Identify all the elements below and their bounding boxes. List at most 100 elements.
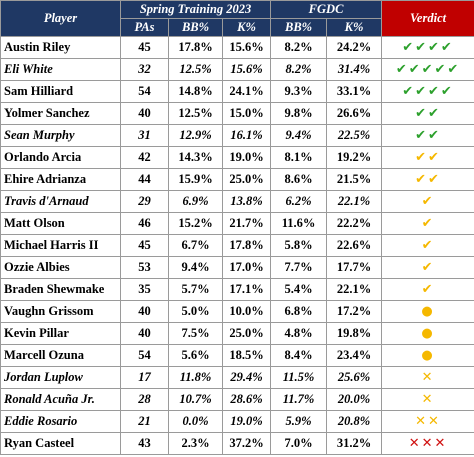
header-cell: Player [0,0,121,37]
player-name: Ronald Acuña Jr. [0,388,121,411]
stat-cell: 21.5% [326,168,383,191]
stat-cell: 6.9% [168,190,223,213]
verdict-cell: ✔✔ [381,146,474,169]
verdict-cell: ✔✔ [381,124,474,147]
stat-cell: 32 [120,58,169,81]
player-name: Vaughn Grissom [0,300,121,323]
stat-cell: 17.1% [221,278,272,301]
stat-cell: 25.6% [326,366,383,389]
player-name: Yolmer Sanchez [0,102,121,125]
stat-cell: 10.0% [221,300,272,323]
stat-cell: 9.8% [270,102,328,125]
stat-cell: 14.8% [168,80,223,103]
stat-cell: 22.1% [326,278,383,301]
stat-cell: 16.1% [221,124,272,147]
stat-cell: 18.5% [221,344,272,367]
table-row: Eddie Rosario 21 0.0% 19.0% 5.9% 20.8% ✕✕ [0,410,474,433]
stat-cell: 20.0% [326,388,383,411]
stat-cell: 11.8% [168,366,223,389]
stat-cell: 9.4% [270,124,328,147]
table-row: Vaughn Grissom 40 5.0% 10.0% 6.8% 17.2% ● [0,300,474,323]
header-cell: PAs [120,18,169,37]
verdict-cell: ● [381,322,474,345]
stat-cell: 5.4% [270,278,328,301]
player-name: Marcell Ozuna [0,344,121,367]
stat-cell: 6.7% [168,234,223,257]
stat-cell: 9.4% [168,256,223,279]
stat-cell: 11.6% [270,212,328,235]
verdict-cell: ✔ [381,234,474,257]
stat-cell: 29 [120,190,169,213]
verdict-cell: ● [381,344,474,367]
stat-cell: 23.4% [326,344,383,367]
table-row: Michael Harris II 45 6.7% 17.8% 5.8% 22.6% ✔ [0,234,474,257]
table-body: Austin Riley 45 17.8% 15.6% 8.2% 24.2% ✔✔✔✔ Eli… [0,36,474,455]
stat-cell: 17.0% [221,256,272,279]
stat-cell: 19.8% [326,322,383,345]
table-row: Marcell Ozuna 54 5.6% 18.5% 8.4% 23.4% ● [0,344,474,367]
player-name: Michael Harris II [0,234,121,257]
table-row: Ronald Acuña Jr. 28 10.7% 28.6% 11.7% 20.0% ✕ [0,388,474,411]
stat-cell: 10.7% [168,388,223,411]
stat-cell: 8.2% [270,36,328,59]
player-name: Ozzie Albies [0,256,121,279]
stat-cell: 8.2% [270,58,328,81]
stat-cell: 5.0% [168,300,223,323]
stat-cell: 53 [120,256,169,279]
stat-cell: 43 [120,432,169,455]
stat-cell: 22.1% [326,190,383,213]
stat-cell: 54 [120,344,169,367]
player-name: Orlando Arcia [0,146,121,169]
stat-cell: 17.2% [326,300,383,323]
player-name: Kevin Pillar [0,322,121,345]
stat-cell: 0.0% [168,410,223,433]
stat-cell: 15.2% [168,212,223,235]
stat-cell: 5.7% [168,278,223,301]
player-name: Ryan Casteel [0,432,121,455]
stat-cell: 14.3% [168,146,223,169]
player-name: Braden Shewmake [0,278,121,301]
stat-cell: 40 [120,322,169,345]
table-row: Kevin Pillar 40 7.5% 25.0% 4.8% 19.8% ● [0,322,474,345]
stat-cell: 5.6% [168,344,223,367]
stat-cell: 12.5% [168,58,223,81]
stat-cell: 40 [120,102,169,125]
header-row: PAs BB% K% BB% K% [1,18,474,37]
stat-cell: 17.8% [221,234,272,257]
table-row: Ehire Adrianza 44 15.9% 25.0% 8.6% 21.5% ✔✔ [0,168,474,191]
stat-cell: 28.6% [221,388,272,411]
stat-cell: 40 [120,300,169,323]
header-cell: Verdict [381,0,474,37]
table-row: Travis d'Arnaud 29 6.9% 13.8% 6.2% 22.1% ✔ [0,190,474,213]
stat-cell: 21 [120,410,169,433]
stat-cell: 28 [120,388,169,411]
verdict-cell: ✕✕✕ [381,432,474,455]
player-name: Sam Hilliard [0,80,121,103]
header-group: FGDC [270,0,383,19]
stat-cell: 22.6% [326,234,383,257]
player-name: Eddie Rosario [0,410,121,433]
verdict-cell: ✕ [381,388,474,411]
header-cell: K% [326,18,383,37]
stat-cell: 15.6% [221,58,272,81]
player-name: Ehire Adrianza [0,168,121,191]
stat-cell: 7.0% [270,432,328,455]
verdict-cell: ✔✔✔✔✔ [381,58,474,81]
stat-cell: 2.3% [168,432,223,455]
verdict-cell: ✔ [381,190,474,213]
stat-cell: 5.9% [270,410,328,433]
stat-cell: 22.5% [326,124,383,147]
stat-cell: 21.7% [221,212,272,235]
table-row: Matt Olson 46 15.2% 21.7% 11.6% 22.2% ✔ [0,212,474,235]
stat-cell: 54 [120,80,169,103]
header-cell: BB% [168,18,223,37]
table-row: Jordan Luplow 17 11.8% 29.4% 11.5% 25.6% ✕ [0,366,474,389]
stat-cell: 19.2% [326,146,383,169]
stat-cell: 33.1% [326,80,383,103]
stat-cell: 24.1% [221,80,272,103]
verdict-cell: ✔ [381,212,474,235]
table-row: Eli White 32 12.5% 15.6% 8.2% 31.4% ✔✔✔✔✔ [0,58,474,81]
verdict-cell: ✕ [381,366,474,389]
stat-cell: 46 [120,212,169,235]
